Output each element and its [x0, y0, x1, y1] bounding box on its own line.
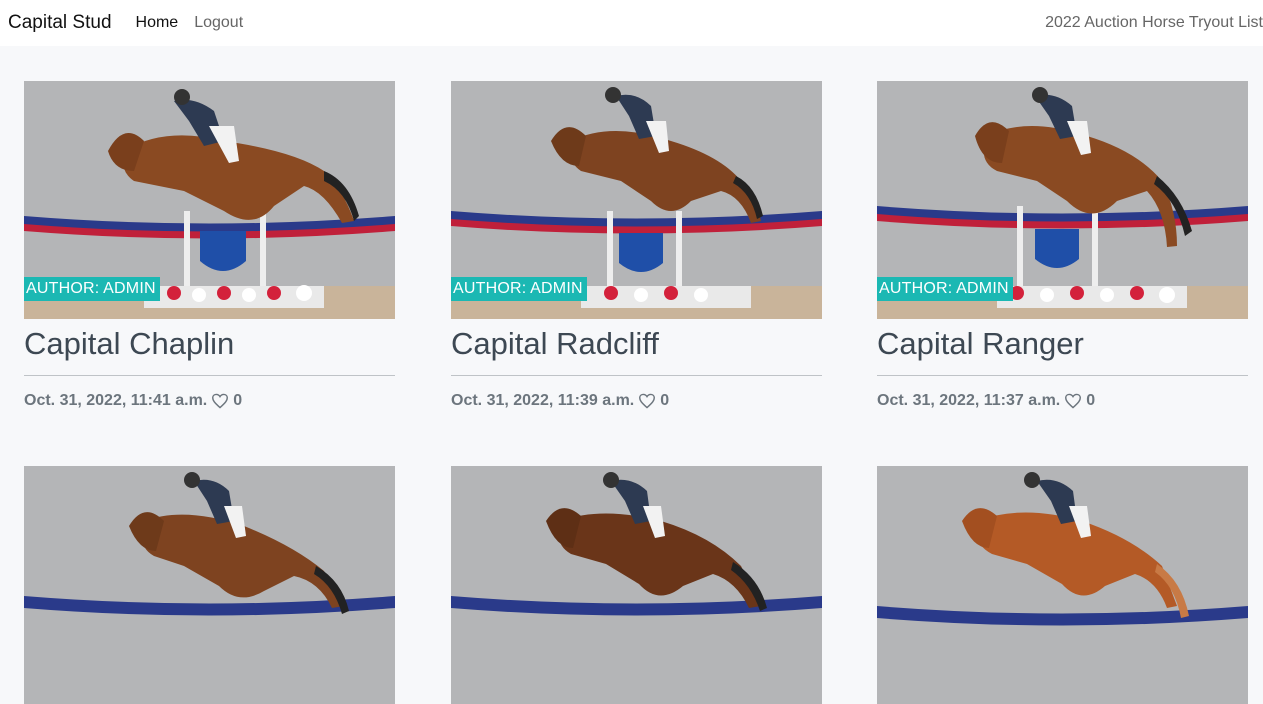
post-title[interactable]: Capital Radcliff — [451, 326, 659, 361]
nav-logout[interactable]: Logout — [194, 14, 244, 31]
post-image[interactable]: AUTHOR: ADMIN — [877, 81, 1248, 319]
author-badge: AUTHOR: ADMIN — [451, 277, 587, 301]
divider — [877, 375, 1248, 376]
like-count: 0 — [1086, 392, 1096, 409]
post-image[interactable]: AUTHOR: ADMIN — [24, 81, 395, 319]
navbar: Capital Stud Home Logout 2022 Auction Ho… — [0, 0, 1263, 46]
post-image[interactable] — [24, 466, 395, 704]
heart-icon[interactable] — [638, 393, 656, 409]
post-card[interactable] — [877, 466, 1248, 704]
post-card[interactable] — [451, 466, 822, 704]
post-card[interactable] — [24, 466, 395, 704]
heart-icon[interactable] — [211, 393, 229, 409]
brand-link[interactable]: Capital Stud — [8, 12, 112, 33]
post-date: Oct. 31, 2022, 11:41 a.m. — [24, 392, 208, 409]
nav-home[interactable]: Home — [135, 14, 179, 31]
like-count: 0 — [233, 392, 243, 409]
post-title[interactable]: Capital Ranger — [877, 326, 1084, 361]
post-image[interactable]: AUTHOR: ADMIN — [451, 81, 822, 319]
post-meta: Oct. 31, 2022, 11:37 a.m. 0 — [877, 392, 1248, 410]
author-badge: AUTHOR: ADMIN — [877, 277, 1013, 301]
author-badge: AUTHOR: ADMIN — [24, 277, 160, 301]
divider — [451, 375, 822, 376]
post-card[interactable]: AUTHOR: ADMIN Capital Chaplin Oct. 31, 2… — [24, 81, 395, 410]
post-image[interactable] — [451, 466, 822, 704]
heart-icon[interactable] — [1064, 393, 1082, 409]
like-count: 0 — [660, 392, 670, 409]
divider — [24, 375, 395, 376]
post-card[interactable]: AUTHOR: ADMIN Capital Ranger Oct. 31, 20… — [877, 81, 1248, 410]
nav-right-title[interactable]: 2022 Auction Horse Tryout List — [1045, 14, 1263, 31]
post-date: Oct. 31, 2022, 11:39 a.m. — [451, 392, 635, 409]
post-meta: Oct. 31, 2022, 11:41 a.m. 0 — [24, 392, 395, 410]
post-card[interactable]: AUTHOR: ADMIN Capital Radcliff Oct. 31, … — [451, 81, 822, 410]
post-title[interactable]: Capital Chaplin — [24, 326, 235, 361]
post-date: Oct. 31, 2022, 11:37 a.m. — [877, 392, 1061, 409]
post-meta: Oct. 31, 2022, 11:39 a.m. 0 — [451, 392, 822, 410]
post-image[interactable] — [877, 466, 1248, 704]
